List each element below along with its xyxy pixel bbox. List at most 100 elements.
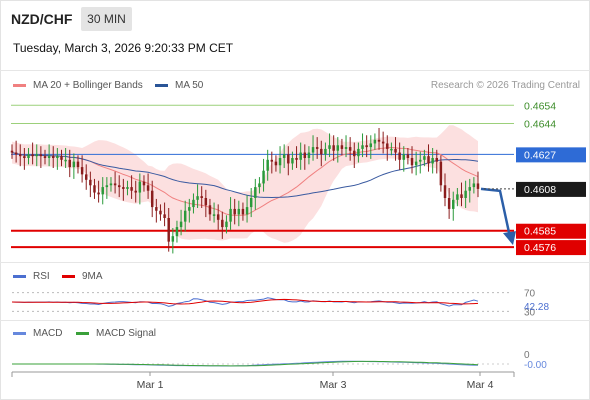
rsi-level-label-30: 30 [524, 307, 536, 318]
candle-body [183, 210, 187, 222]
candle [76, 155, 80, 174]
candle [10, 144, 14, 159]
candle [200, 186, 203, 208]
candle [353, 142, 356, 168]
research-credit: Research © 2026 Trading Central [430, 80, 580, 91]
macd-legend-macd: MACD [13, 328, 62, 339]
candle-body [212, 214, 216, 216]
candle [97, 180, 100, 203]
candle-body [291, 158, 294, 164]
candle-body [336, 145, 340, 151]
candle-body [266, 159, 269, 171]
candle-body [27, 154, 30, 158]
candle [35, 144, 38, 167]
candle-body [225, 221, 228, 228]
bollinger-bands [12, 125, 478, 243]
candle [43, 149, 47, 165]
candle-body [249, 198, 253, 208]
candle [68, 149, 71, 178]
x-tick-label: Mar 1 [137, 379, 164, 391]
candle-body [435, 158, 438, 162]
candle-body [101, 187, 104, 195]
candle-body [414, 161, 418, 166]
candle [155, 198, 158, 223]
candle-body [452, 199, 455, 209]
timeframe-badge[interactable]: 30 MIN [81, 7, 132, 31]
candle-body [105, 185, 109, 188]
candle [373, 133, 377, 150]
candle [460, 182, 463, 207]
candle [183, 200, 187, 232]
candle [452, 191, 455, 221]
candle [72, 153, 76, 179]
candle [320, 140, 323, 167]
candle [414, 151, 418, 176]
candle [117, 175, 121, 198]
candle [192, 193, 195, 214]
candle [150, 180, 154, 218]
candle [56, 148, 59, 170]
candle [204, 189, 208, 218]
candle-body [52, 156, 55, 158]
candle [262, 158, 265, 192]
candle [60, 149, 63, 167]
candles [10, 128, 480, 254]
candle [431, 148, 434, 174]
rsi-ma-line [11, 298, 479, 305]
candle-body [93, 185, 96, 193]
rsi-divider [0, 262, 590, 263]
candle-body [344, 147, 348, 149]
candle [365, 135, 368, 158]
candle-body [134, 190, 137, 193]
candle-body [10, 150, 14, 153]
candle [126, 180, 129, 196]
level-tag-0.4576 [516, 240, 586, 256]
candle-body [282, 154, 286, 158]
candle-body [109, 183, 113, 186]
ma50-swatch-icon [155, 84, 168, 87]
candle-body [171, 236, 175, 242]
candle [212, 202, 216, 223]
candle [472, 177, 476, 194]
candle-body [155, 207, 158, 211]
candle-body [476, 183, 480, 189]
candle [348, 137, 352, 161]
candle-body [398, 152, 401, 160]
candle [225, 215, 228, 234]
level-label-0.4654: 0.4654 [524, 100, 556, 112]
candle [130, 175, 133, 199]
candle [188, 198, 191, 223]
candle [464, 180, 467, 208]
candle [357, 142, 360, 163]
candle-body [472, 183, 476, 188]
candle [369, 135, 373, 159]
candle [299, 142, 302, 170]
candle [468, 178, 471, 203]
candle [419, 151, 422, 174]
candle-body [262, 170, 265, 184]
candle-body [419, 159, 422, 162]
candle-body [390, 148, 393, 151]
candle [258, 177, 261, 194]
macd-value-label: -0.00 [524, 360, 547, 371]
candle [93, 178, 96, 199]
candle-body [76, 161, 80, 168]
candle-body [373, 139, 377, 144]
candle-body [233, 208, 236, 215]
candle [47, 144, 51, 167]
candle-body [315, 147, 319, 149]
candle-body [221, 219, 224, 228]
candle-body [159, 210, 162, 215]
candle-body [97, 192, 100, 195]
candle [386, 135, 389, 161]
candle-body [468, 187, 471, 191]
candle [307, 146, 311, 165]
candle [19, 144, 22, 167]
candle-body [447, 198, 451, 209]
candle-body [60, 156, 63, 160]
candle [241, 202, 245, 221]
candle-body [423, 156, 426, 160]
candle-body [431, 158, 434, 164]
candle [138, 173, 142, 205]
candle-body [328, 145, 331, 149]
